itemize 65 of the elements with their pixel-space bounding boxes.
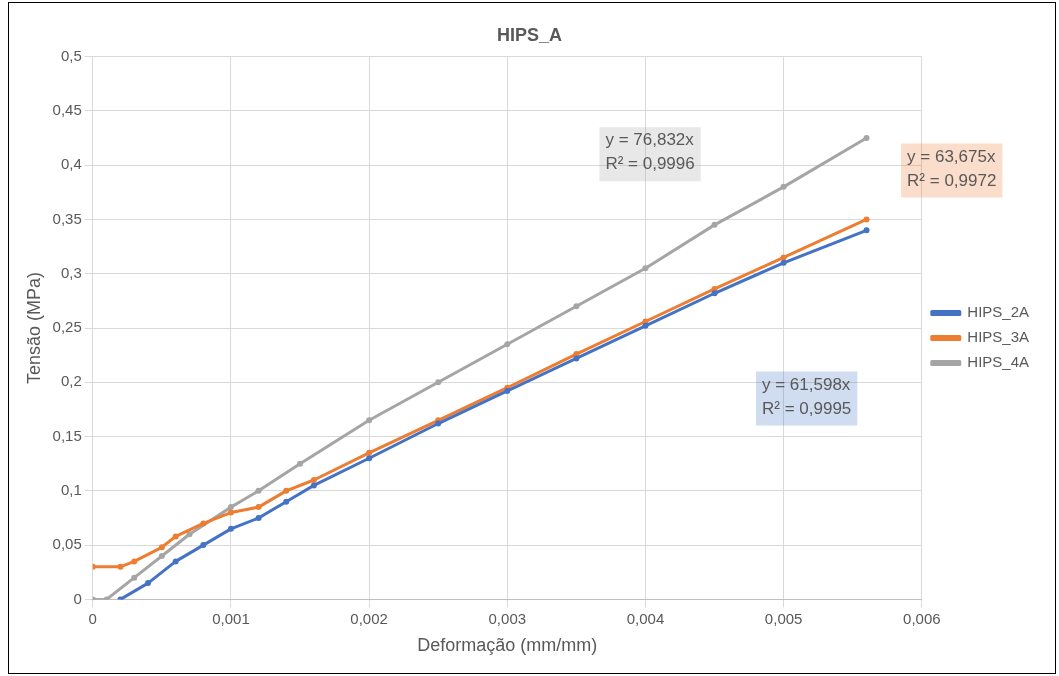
point	[504, 341, 511, 348]
y-tick-label: 0,1	[60, 480, 82, 498]
legend-label: HIPS_3A	[967, 328, 1029, 346]
point	[310, 482, 317, 489]
point	[283, 498, 290, 505]
chart-title: HIPS_A	[496, 24, 563, 45]
point	[255, 514, 262, 521]
point	[131, 574, 138, 581]
point	[227, 509, 234, 516]
y-tick-label: 0,45	[52, 101, 82, 119]
point	[780, 254, 787, 261]
point	[573, 355, 580, 362]
point	[780, 259, 787, 266]
x-tick-label: 0,001	[212, 609, 250, 627]
point	[711, 221, 718, 228]
point	[642, 265, 649, 272]
point	[863, 227, 870, 234]
y-tick-label: 0,15	[52, 426, 82, 444]
x-axis-title: Deformação (mm/mm)	[417, 635, 598, 656]
y-tick-label: 0,3	[60, 263, 82, 281]
point	[366, 455, 373, 462]
annotation: y = 61,598x R² = 0,9995	[762, 374, 852, 418]
point	[711, 290, 718, 297]
x-tick-label: 0,004	[626, 609, 665, 627]
point	[573, 303, 580, 310]
point	[131, 558, 138, 565]
point	[310, 476, 317, 483]
point	[172, 558, 179, 565]
point	[200, 542, 207, 549]
y-tick-label: 0	[73, 589, 82, 607]
point	[283, 487, 290, 494]
point	[158, 544, 165, 551]
y-axis-title: Tensão (MPa)	[23, 271, 44, 385]
y-tick-label: 0,5	[60, 46, 82, 64]
point	[435, 379, 442, 386]
y-tick-label: 0,4	[60, 155, 82, 173]
point	[642, 322, 649, 329]
point	[366, 417, 373, 424]
point	[145, 580, 152, 587]
x-tick-label: 0,005	[764, 609, 803, 627]
y-tick-label: 0,35	[52, 209, 82, 227]
legend-label: HIPS_4A	[967, 353, 1029, 371]
point	[297, 460, 304, 467]
x-tick-label: 0,003	[488, 609, 527, 627]
point	[117, 563, 124, 570]
point	[780, 183, 787, 190]
point	[255, 504, 262, 511]
x-tick-label: 0	[88, 609, 97, 627]
y-tick-label: 0,25	[52, 318, 82, 336]
point	[227, 504, 234, 511]
point	[172, 533, 179, 540]
legend-label: HIPS_2A	[967, 303, 1029, 321]
point	[227, 525, 234, 532]
y-tick-label: 0,2	[60, 372, 82, 390]
x-tick-label: 0,006	[903, 609, 941, 627]
point	[863, 135, 870, 142]
point	[158, 552, 165, 559]
point	[863, 216, 870, 223]
point	[366, 449, 373, 456]
annotation: y = 76,832x R² = 0,9996	[605, 130, 695, 174]
point	[200, 520, 207, 527]
x-tick-label: 0,002	[350, 609, 388, 627]
point	[255, 487, 262, 494]
y-tick-label: 0,05	[52, 535, 82, 553]
annotation: y = 63,675x R² = 0,9972	[907, 146, 997, 190]
